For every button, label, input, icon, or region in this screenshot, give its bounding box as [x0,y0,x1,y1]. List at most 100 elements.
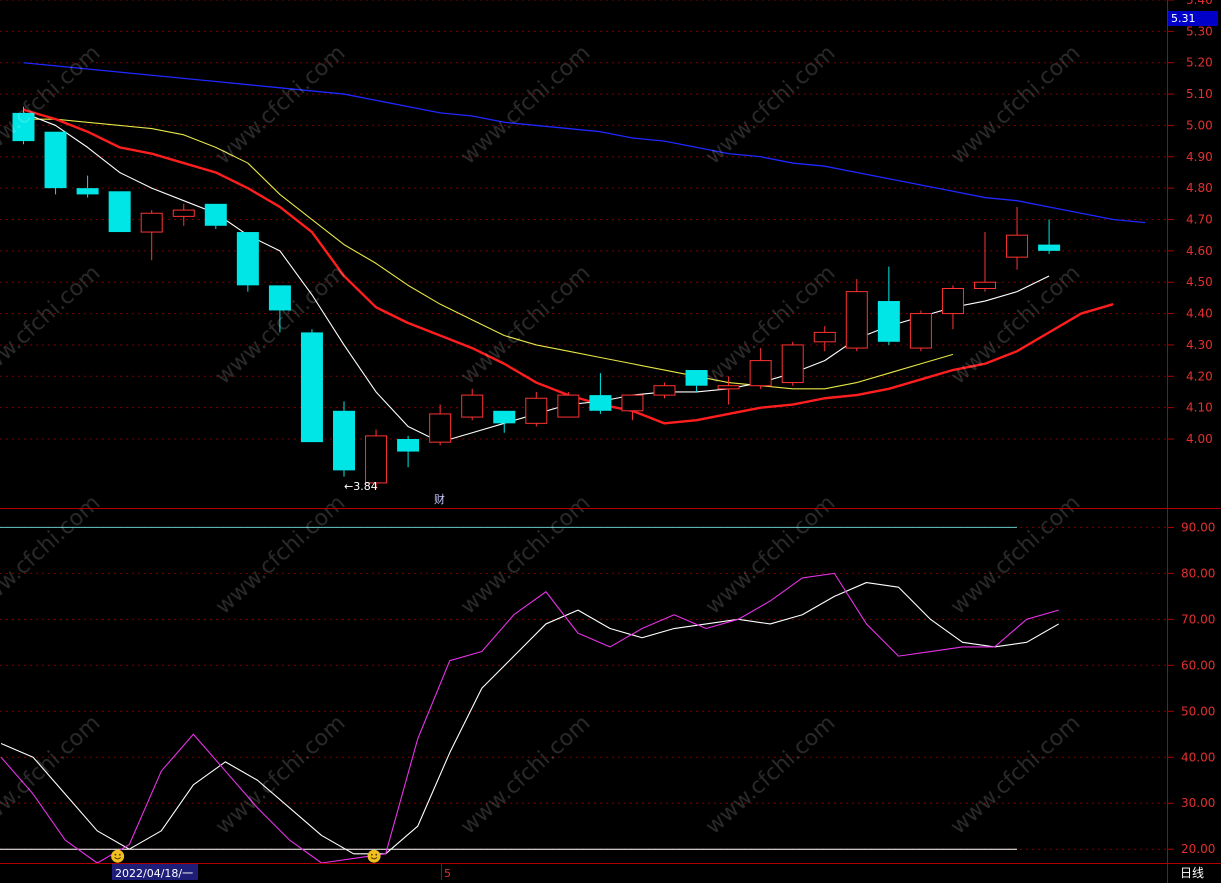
price-tick-label: 4.90 [1186,150,1213,164]
month-label: 5 [444,867,451,880]
candle [140,210,163,261]
candle-body-down [108,191,131,233]
candle [1038,219,1061,254]
indicator-tick-label: 90.00 [1181,520,1215,534]
date-cursor-label: 2022/04/18/一 [115,867,193,880]
smiley-mouth [114,857,122,860]
grid-layer [0,0,1167,850]
candle [108,191,131,233]
price-tick-label: 5.30 [1186,24,1213,38]
indicator-tick-label: 20.00 [1181,842,1215,856]
watermark-text: www.cfchi.com [701,41,840,170]
candle-body-down [493,410,516,424]
candle [653,382,676,399]
candle [525,391,548,427]
price-tick-label: 4.30 [1186,338,1213,352]
candle-body-up [909,313,932,349]
candle [333,401,355,477]
candle [621,394,644,421]
price-tick-label: 5.10 [1186,87,1213,101]
candle-body-down [397,439,420,452]
indicator-tick-label: 60.00 [1181,658,1215,672]
watermark-text: www.cfchi.com [456,711,595,840]
smiley-eye [118,853,121,856]
indicator-tick-label: 30.00 [1181,796,1215,810]
indicator-lines [0,526,1059,864]
indicator-series-line [0,582,1059,855]
smiley-eye [375,853,378,856]
candle [941,285,964,330]
period-label[interactable]: 日线 [1180,866,1204,880]
indicator-tick-label: 40.00 [1181,750,1215,764]
watermark-text: www.cfchi.com [456,261,595,390]
candle [781,341,804,386]
candle-body-up [1006,234,1029,258]
price-tick-label: 4.80 [1186,181,1213,195]
candle [461,388,484,421]
candle [717,376,740,405]
candle-body-down [589,395,612,411]
candle [236,232,259,292]
candle-body-down [300,332,323,443]
price-tick-label: 4.20 [1186,369,1213,383]
smiley-mouth [370,857,378,860]
price-tick-label: 4.00 [1186,432,1213,446]
candle [204,203,227,229]
candle-body-down [236,232,259,286]
candle-body-up [461,394,484,418]
candle [685,370,708,392]
smiley-face [111,849,125,863]
candle-body-up [781,344,804,384]
candle [877,266,900,345]
candle-body-up [813,331,836,343]
candle [429,404,452,446]
candle-body-up [172,209,195,217]
watermark-text: www.cfchi.com [211,41,350,170]
candle [12,106,35,145]
candle [172,203,195,226]
candle-body-up [717,385,740,390]
price-tick-label: 4.50 [1186,275,1213,289]
candle [557,391,580,418]
watermark-text: www.cfchi.com [211,261,350,390]
candle [44,131,67,195]
candle-body-up [140,212,163,233]
moving-averages [23,62,1146,443]
watermark-text: www.cfchi.com [0,711,105,840]
low-price-marker: ←3.84 [344,480,378,493]
candle-body-down [685,370,708,386]
watermark-text: www.cfchi.com [946,41,1085,170]
watermark-text: www.cfchi.com [211,491,350,620]
watermark-text: www.cfchi.com [701,711,840,840]
candle-body-up [653,385,676,396]
candle [1006,206,1029,270]
current-price-value: 5.31 [1171,12,1196,25]
smiley-face [367,849,381,863]
candle-body-up [749,360,772,387]
candle-body-up [525,397,548,424]
watermark-text: www.cfchi.com [946,261,1085,390]
candle [76,175,99,198]
indicator-tick-label: 80.00 [1181,566,1215,580]
indicator-tick-label: 50.00 [1181,704,1215,718]
candle [300,329,323,443]
candle-body-up [941,287,964,315]
candle-body-down [12,112,35,142]
signal-smiley-icon [367,849,381,863]
ma20-line [23,118,954,390]
price-tick-label: 5.00 [1186,118,1213,132]
watermark-text: www.cfchi.com [211,711,350,840]
candle [845,279,868,352]
indicator-series-line [0,572,1059,864]
watermark-text: www.cfchi.com [0,261,105,390]
candle [268,285,291,333]
candlesticks [12,106,1061,490]
candle [365,429,388,490]
candle-body-down [76,188,99,195]
candle-body-down [333,410,355,471]
candle-body-up [557,394,580,418]
watermark-text: www.cfchi.com [456,491,595,620]
price-tick-label: 4.60 [1186,244,1213,258]
candle-body-up [974,281,996,289]
candle-body-up [621,394,644,412]
